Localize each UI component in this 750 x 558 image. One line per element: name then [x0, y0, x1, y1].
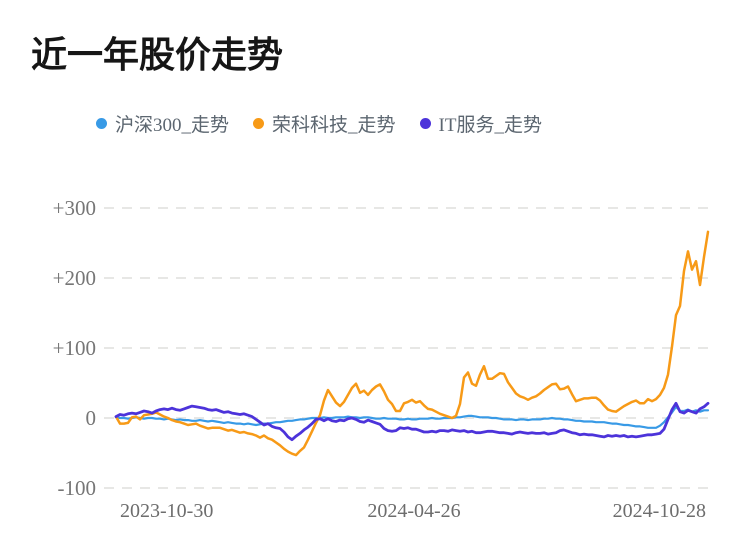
legend-dot-icon — [96, 118, 107, 129]
y-axis-tick-label: -100 — [57, 476, 97, 500]
y-axis-tick-label: +200 — [52, 266, 96, 290]
series-line-2 — [114, 401, 710, 442]
y-axis-tick-label: +100 — [52, 336, 96, 360]
legend-item-1[interactable]: 荣科科技_走势 — [253, 110, 396, 137]
y-axis-tick-label: +300 — [52, 196, 96, 220]
legend-item-label: IT服务_走势 — [438, 115, 542, 136]
legend-item-label: 沪深300_走势 — [115, 115, 230, 136]
chart-title: 近一年股价走势 — [31, 34, 284, 75]
legend: 沪深300_走势 荣科科技_走势 IT服务_走势 — [96, 110, 542, 137]
legend-dot-icon — [419, 118, 431, 129]
x-axis-tick-label: 2024-04-26 — [367, 500, 461, 522]
legend-item-label: 荣科科技_走势 — [272, 115, 396, 136]
series-line-0 — [114, 405, 710, 429]
legend-dot-icon — [253, 118, 265, 129]
x-axis-tick-label: 2023-10-30 — [120, 500, 214, 522]
legend-item-2[interactable]: IT服务_走势 — [419, 110, 542, 137]
legend-item-0[interactable]: 沪深300_走势 — [96, 110, 229, 137]
series-line-1 — [114, 230, 710, 457]
y-axis-tick-label: 0 — [85, 406, 97, 430]
x-axis-tick-label: 2024-10-28 — [612, 500, 706, 522]
